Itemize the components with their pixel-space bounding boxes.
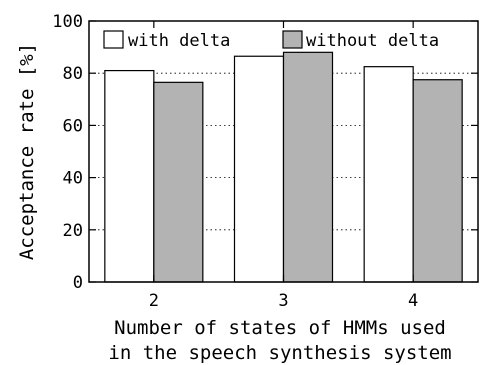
bar-without-delta-3 — [282, 51, 334, 283]
legend-label-with-delta: with delta — [128, 31, 230, 51]
y-tick-label-20: 20 — [63, 221, 83, 241]
x-tick-label-4: 4 — [408, 291, 418, 311]
legend-swatch-with-delta — [103, 30, 124, 49]
y-tick-label-40: 40 — [63, 169, 83, 189]
legend-swatch-without-delta — [282, 30, 303, 49]
legend: with delta without delta — [103, 30, 439, 51]
axis-ticks: 0 20 40 60 80 100 2 3 4 — [52, 12, 478, 311]
legend-label-without-delta: without delta — [306, 31, 439, 51]
y-tick-label-0: 0 — [73, 273, 83, 293]
bars — [104, 51, 463, 283]
x-axis-title-line-1: Number of states of HMMs used — [114, 317, 446, 339]
x-axis-title-line-2: in the speech synthesis system — [108, 342, 451, 364]
y-tick-label-60: 60 — [63, 116, 83, 136]
x-tick-label-2: 2 — [149, 291, 159, 311]
x-tick-label-3: 3 — [278, 291, 288, 311]
bar-without-delta-2 — [153, 81, 204, 283]
y-tick-label-80: 80 — [63, 64, 83, 84]
bar-without-delta-4 — [412, 79, 463, 283]
bar-with-delta-4 — [363, 66, 414, 283]
y-axis-title: Acceptance rate [%] — [16, 43, 38, 260]
bar-with-delta-3 — [233, 55, 285, 283]
bar-with-delta-2 — [104, 69, 155, 283]
y-tick-label-100: 100 — [52, 12, 83, 32]
